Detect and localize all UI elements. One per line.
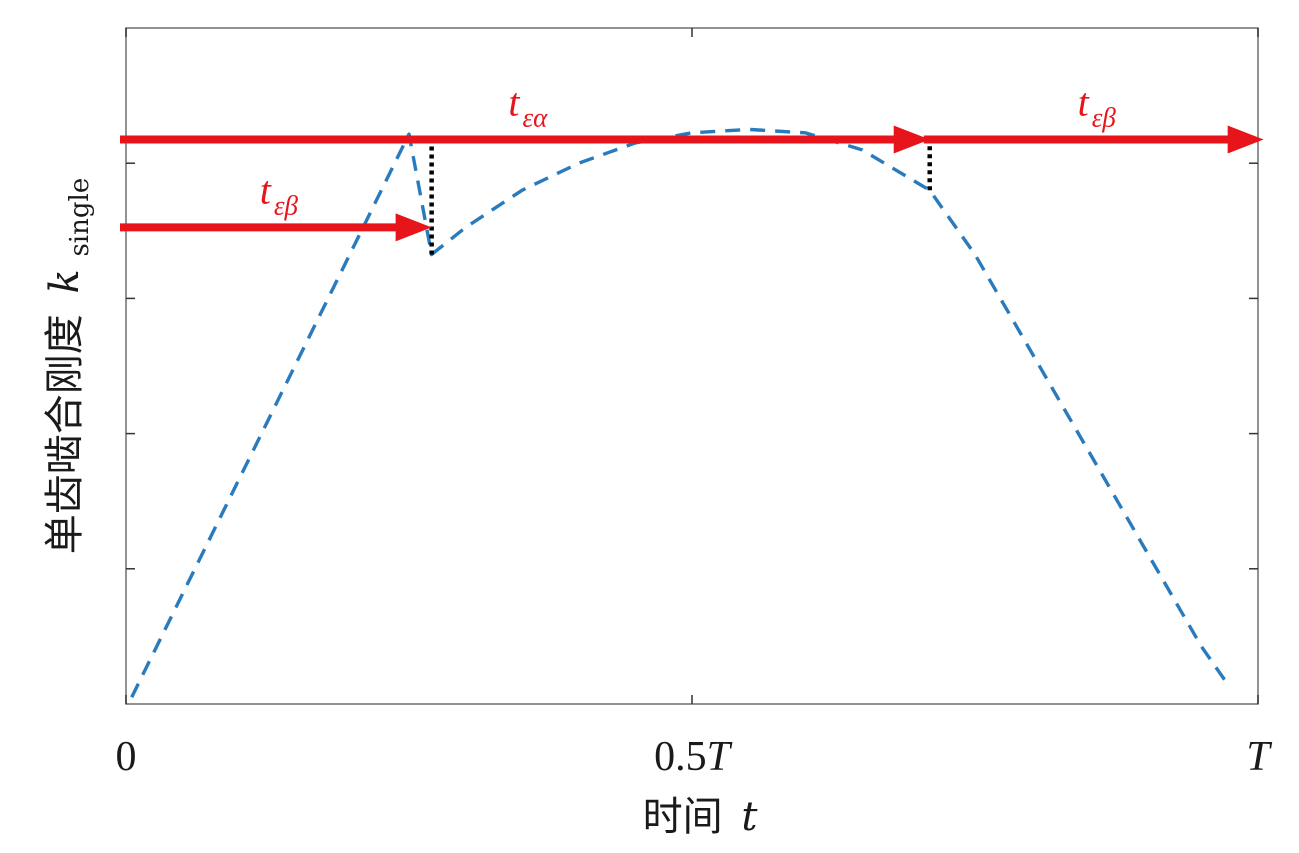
- x-axis-title-text: 时间: [643, 794, 723, 840]
- arrow-head: [395, 213, 432, 242]
- duration-arrow-1: t εα: [120, 80, 930, 154]
- y-axis-ticks: [126, 162, 1258, 570]
- arrow-label-2: t εβ: [1078, 80, 1117, 133]
- duration-arrow-2: t εβ: [923, 80, 1264, 154]
- x-axis-title-var: t: [741, 794, 758, 840]
- x-tick-label-2: T: [1246, 734, 1272, 780]
- y-axis-title: 单齿啮合刚度 k single: [42, 178, 95, 554]
- series-layer: [130, 127, 1232, 698]
- arrow-label-0: t εβ: [260, 167, 299, 220]
- duration-arrow-0: t εβ: [120, 167, 432, 242]
- y-axis-title-var: k: [42, 269, 88, 293]
- x-axis-ticks: [125, 28, 1259, 704]
- plot-frame: [125, 27, 1259, 705]
- y-axis-title-sub: single: [65, 178, 95, 257]
- marker-layer: [429, 139, 932, 255]
- x-tick-label-1: 0.5T: [654, 734, 733, 780]
- arrow-label-1: t εα: [508, 80, 548, 133]
- arrow-head: [893, 125, 930, 154]
- x-tick-label-0: 0: [116, 734, 137, 780]
- x-tick-labels: 0 0.5T T: [116, 734, 1273, 780]
- y-axis-title-text: 单齿啮合刚度: [42, 314, 88, 554]
- stiffness-curve-0: [130, 127, 1232, 698]
- arrow-layer: t εβ t εα t εβ: [120, 80, 1264, 242]
- arrow-head: [1227, 125, 1264, 154]
- x-axis-title: 时间 t: [643, 794, 759, 840]
